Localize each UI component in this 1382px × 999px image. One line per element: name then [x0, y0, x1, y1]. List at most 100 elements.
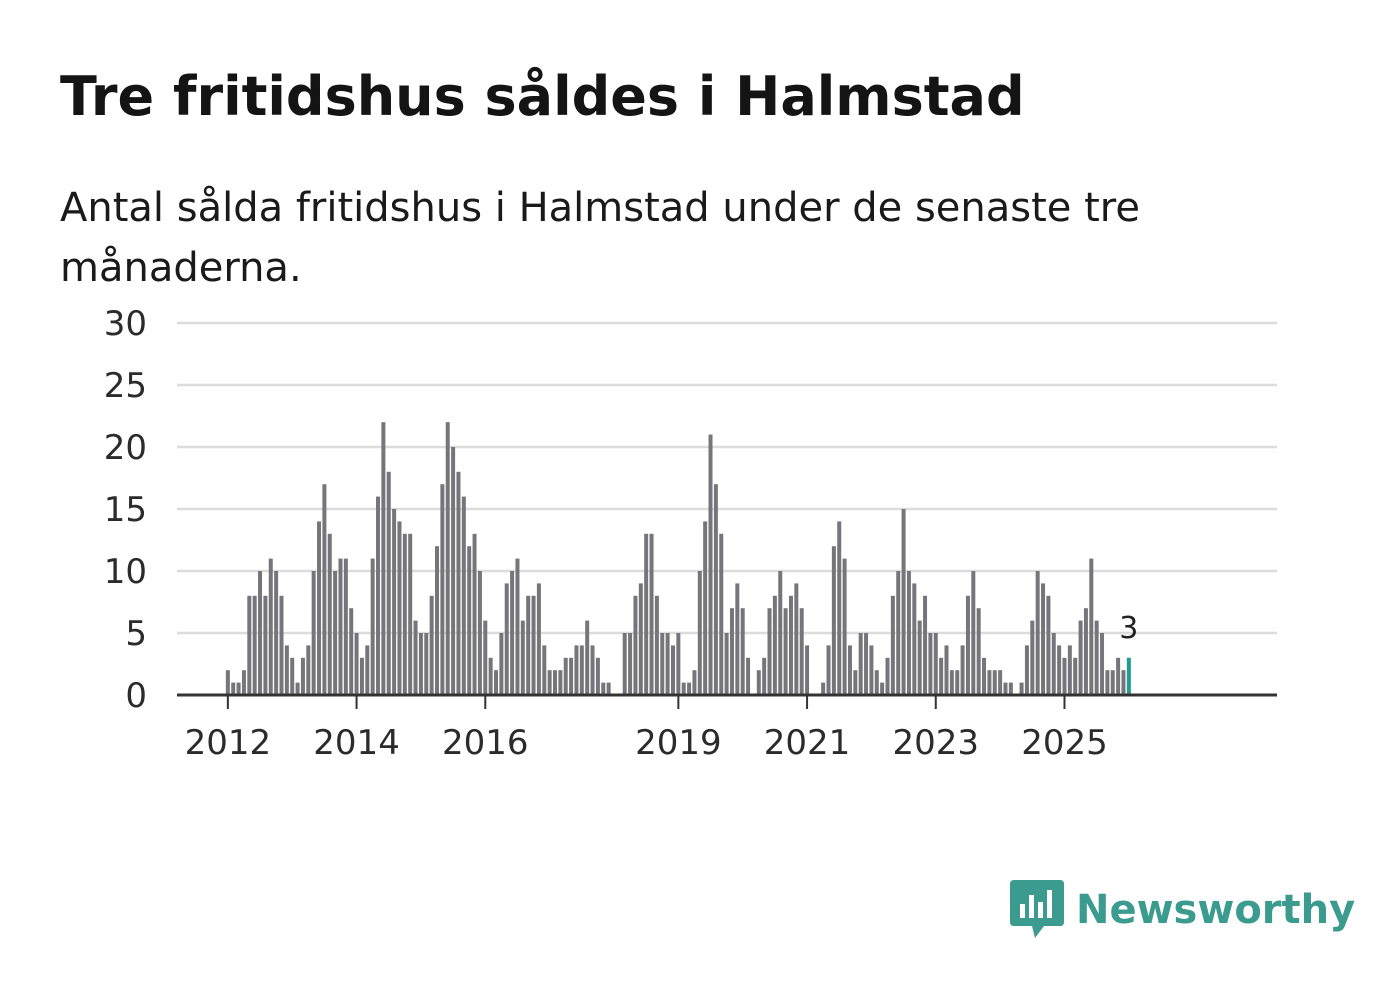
- bar: [971, 571, 976, 695]
- bar: [322, 484, 327, 695]
- bar: [638, 583, 643, 695]
- bar: [225, 670, 230, 695]
- x-tick-label-2025: 2025: [1021, 723, 1108, 763]
- bar: [772, 595, 777, 695]
- bar: [853, 670, 858, 695]
- bar: [477, 571, 482, 695]
- bar: [520, 620, 525, 695]
- bar: [263, 595, 268, 695]
- bar: [418, 633, 423, 695]
- bar: [595, 657, 600, 695]
- bar: [676, 633, 681, 695]
- bar: [392, 509, 397, 695]
- bar: [858, 633, 863, 695]
- bar: [279, 595, 284, 695]
- bar: [837, 521, 842, 695]
- bar: [821, 682, 826, 695]
- bar: [300, 657, 305, 695]
- bar: [692, 670, 697, 695]
- bar: [880, 682, 885, 695]
- bar: [386, 471, 391, 695]
- bar: [585, 620, 590, 695]
- bar: [569, 657, 574, 695]
- bar: [1019, 682, 1024, 695]
- bar: [982, 657, 987, 695]
- bar: [1116, 657, 1121, 695]
- x-tick-label-2021: 2021: [764, 723, 851, 763]
- bar: [606, 682, 611, 695]
- x-tick-label-2014: 2014: [313, 723, 400, 763]
- bar: [268, 558, 273, 695]
- bar: [826, 645, 831, 695]
- bar: [284, 645, 289, 695]
- bar: [1083, 608, 1088, 695]
- bar: [783, 608, 788, 695]
- brand-name: Newsworthy: [1076, 887, 1356, 933]
- x-tick-label-2023: 2023: [893, 723, 980, 763]
- bar: [1105, 670, 1110, 695]
- bar: [756, 670, 761, 695]
- bar: [746, 657, 751, 695]
- bar: [402, 533, 407, 695]
- bar: [456, 471, 461, 695]
- bar: [633, 595, 638, 695]
- bar: [467, 546, 472, 695]
- bar: [955, 670, 960, 695]
- y-tick-label-30: 30: [104, 304, 147, 344]
- x-tick-label-2012: 2012: [185, 723, 272, 763]
- bar: [628, 633, 633, 695]
- bar: [949, 670, 954, 695]
- bar: [788, 595, 793, 695]
- bar: [767, 608, 772, 695]
- bar: [1089, 558, 1094, 695]
- bar: [435, 546, 440, 695]
- bar: [1041, 583, 1046, 695]
- bar: [504, 583, 509, 695]
- y-tick-label-0: 0: [125, 676, 147, 716]
- bar: [333, 571, 338, 695]
- bar: [998, 670, 1003, 695]
- bar: [885, 657, 890, 695]
- bar: [397, 521, 402, 695]
- bar: [247, 595, 252, 695]
- bar: [649, 533, 654, 695]
- bar: [1110, 670, 1115, 695]
- bar: [917, 620, 922, 695]
- bar: [317, 521, 322, 695]
- bar: [601, 682, 606, 695]
- bar: [703, 521, 708, 695]
- bar: [359, 657, 364, 695]
- bar: [552, 670, 557, 695]
- bar: [799, 608, 804, 695]
- bar: [987, 670, 992, 695]
- bar: [660, 633, 665, 695]
- bar: [939, 657, 944, 695]
- bar: [644, 533, 649, 695]
- bar: [408, 533, 413, 695]
- bar: [1073, 657, 1078, 695]
- bar: [536, 583, 541, 695]
- bar: [1067, 645, 1072, 695]
- bar: [713, 484, 718, 695]
- bar: [274, 571, 279, 695]
- bar: [864, 633, 869, 695]
- bar: [306, 645, 311, 695]
- chart-subtitle: Antal sålda fritidshus i Halmstad under …: [60, 185, 1140, 291]
- bar: [794, 583, 799, 695]
- bar: [708, 434, 713, 695]
- bar: [327, 533, 332, 695]
- newsworthy-logo-icon: [1010, 880, 1064, 938]
- bar: [231, 682, 236, 695]
- bar: [547, 670, 552, 695]
- bar: [526, 595, 531, 695]
- bar: [735, 583, 740, 695]
- y-tick-label-20: 20: [104, 428, 147, 468]
- bar: [724, 633, 729, 695]
- bar: [1030, 620, 1035, 695]
- y-tick-label-10: 10: [104, 552, 147, 592]
- bar: [424, 633, 429, 695]
- bar: [349, 608, 354, 695]
- bar: [579, 645, 584, 695]
- bar: [365, 645, 370, 695]
